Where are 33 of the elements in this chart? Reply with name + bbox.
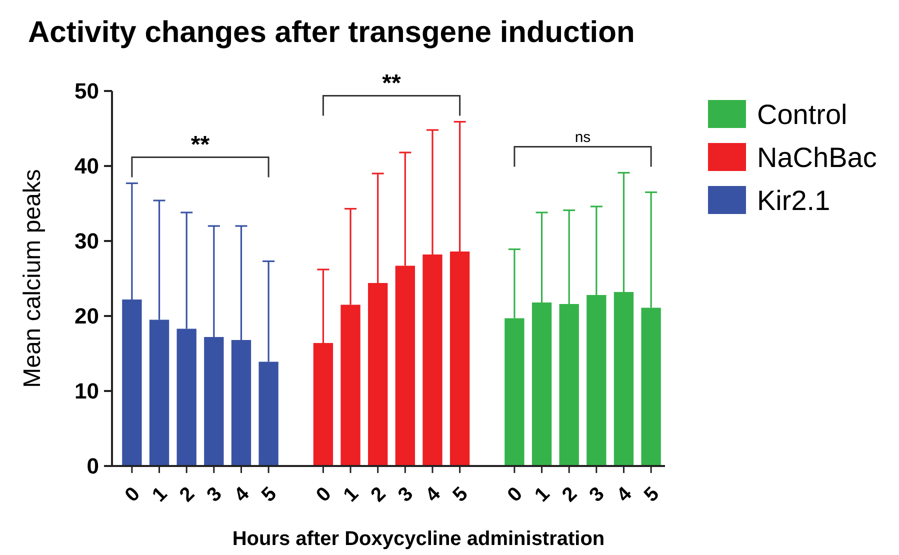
x-tick-label: 0 — [312, 482, 336, 506]
x-tick-label: 3 — [585, 482, 609, 506]
x-tick-label: 5 — [258, 482, 281, 506]
x-tick-label: 1 — [340, 482, 363, 506]
annotation: ** — [382, 70, 402, 97]
y-tick-label: 20 — [74, 304, 99, 329]
x-tick-label: 1 — [530, 482, 554, 506]
x-tick-label: 4 — [612, 482, 637, 506]
x-tick-label: 5 — [640, 482, 664, 506]
legend-label: NaChBac — [757, 142, 877, 173]
x-tick-label: 3 — [202, 482, 226, 506]
x-tick-label: 3 — [394, 482, 418, 506]
chart-title: Activity changes after transgene induction — [28, 16, 635, 49]
x-tick-label: 4 — [421, 482, 446, 506]
y-tick-label: 50 — [74, 78, 99, 104]
x-tick-label: 2 — [366, 482, 390, 506]
x-tick-label: 0 — [120, 482, 144, 506]
y-tick-label: 30 — [74, 228, 99, 254]
x-tick-label: 2 — [176, 482, 199, 506]
x-tick-label: 5 — [448, 482, 472, 506]
annotation: ** — [190, 131, 210, 158]
y-axis-title: Mean calcium peaks — [19, 169, 46, 388]
annotation: ns — [574, 128, 591, 146]
y-tick-label: 10 — [74, 378, 99, 404]
y-tick-label: 0 — [86, 454, 99, 479]
x-tick-label: 2 — [558, 482, 582, 506]
y-tick-label: 40 — [74, 154, 99, 179]
x-axis-title: Hours after Doxycycline administration — [232, 528, 605, 550]
legend-label: Kir2.1 — [757, 184, 830, 216]
legend-label: Control — [757, 98, 848, 130]
x-tick-label: 1 — [148, 482, 172, 506]
x-tick-label: 4 — [230, 482, 254, 506]
x-tick-label: 0 — [503, 482, 527, 506]
